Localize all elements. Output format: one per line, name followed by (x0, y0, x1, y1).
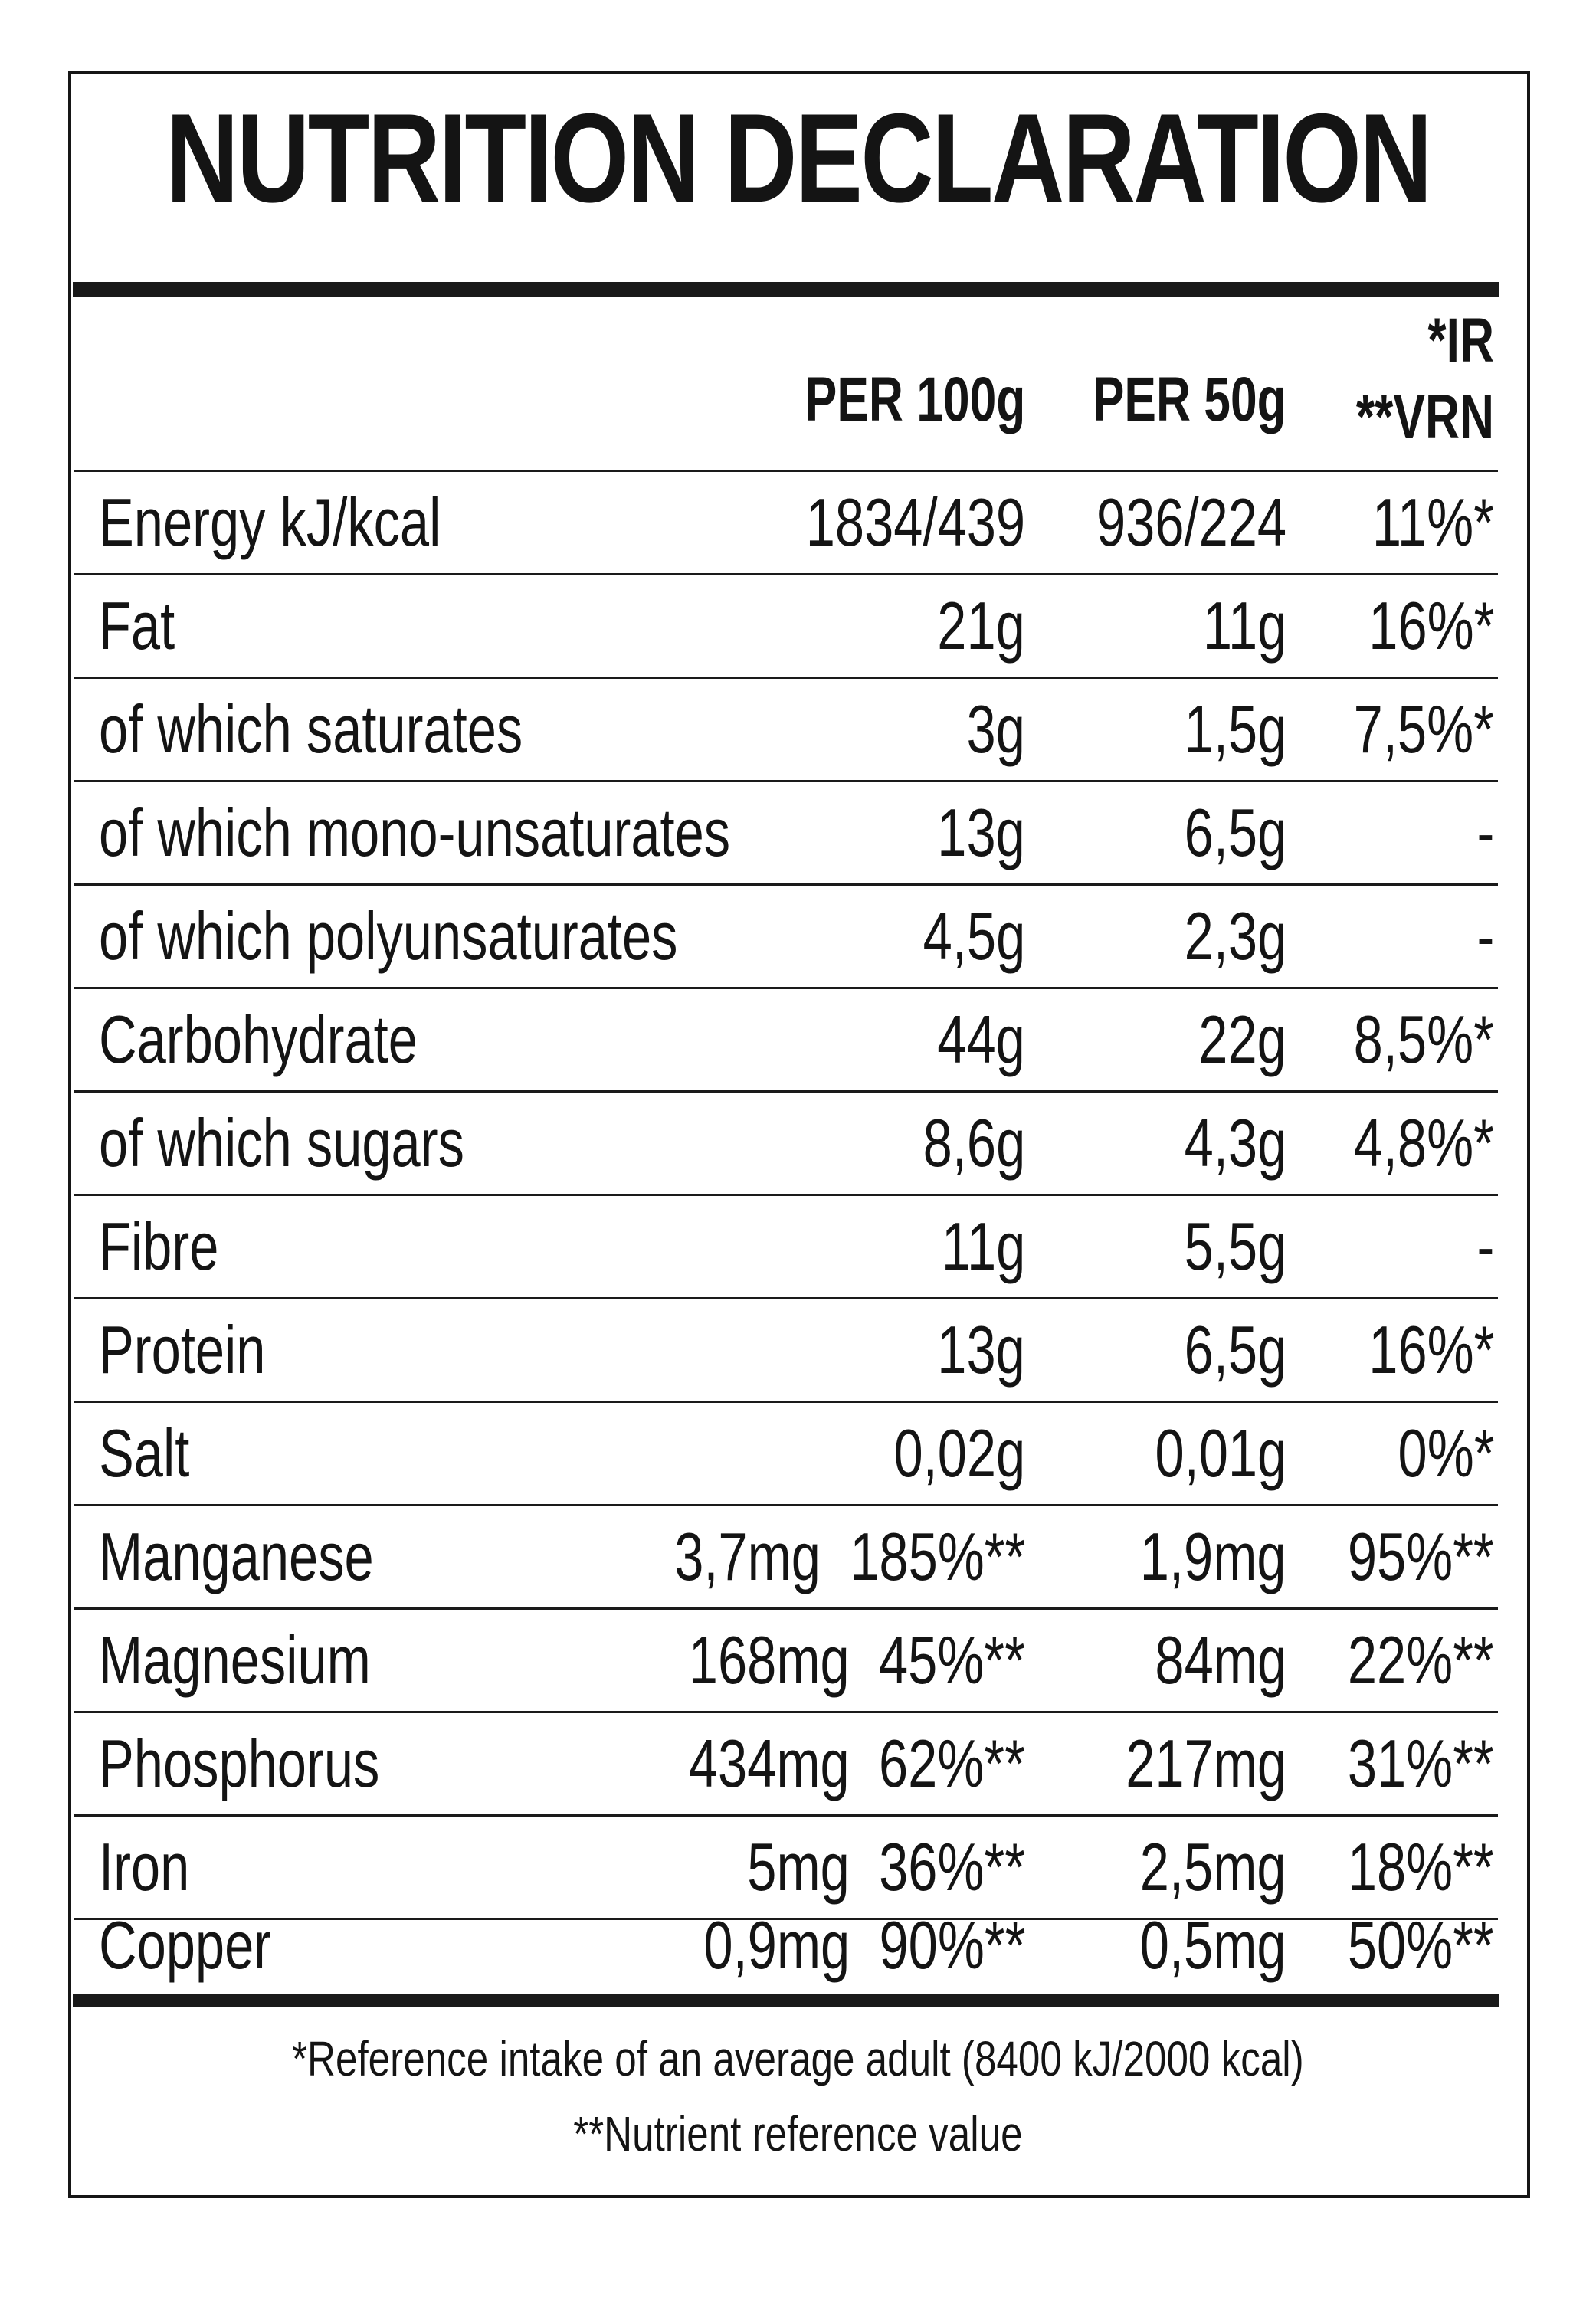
column-header-ir-line2: **VRN (1355, 382, 1494, 452)
reference-intake-value: 7,5%* (1353, 691, 1494, 767)
column-header-per-50g: PER 50g (1093, 365, 1286, 434)
nutrient-label: of which sugars (99, 1105, 464, 1181)
reference-intake-value: - (1476, 898, 1494, 974)
reference-intake-value: 0%* (1398, 1415, 1494, 1491)
nutrient-label: of which saturates (99, 691, 523, 767)
nutrient-label: Fat (99, 588, 175, 664)
per-100g-value: 13g (937, 1312, 1025, 1388)
per-50g-value: 0,01g (1155, 1415, 1286, 1491)
nutrient-label: Carbohydrate (99, 1001, 418, 1077)
table-row: Protein 13g 6,5g 16%* (74, 1299, 1498, 1403)
per-100g-value: 21g (937, 588, 1025, 664)
nutrient-label: Iron (99, 1829, 190, 1905)
nutrient-label: Salt (99, 1415, 190, 1491)
footnote-reference-intake: *Reference intake of an average adult (8… (292, 2031, 1304, 2086)
table-row: of which sugars 8,6g 4,3g 4,8%* (74, 1093, 1498, 1196)
per-100g-value: 0,02g (893, 1415, 1025, 1491)
bottom-divider-bar (73, 1994, 1499, 2007)
per-100g-value: 11g (941, 1208, 1025, 1284)
per-50g-value: 217mg (1126, 1725, 1286, 1801)
per-100g-value: 3,7mg 185%** (673, 1519, 1025, 1594)
nutrient-label: Protein (99, 1312, 266, 1388)
reference-intake-value: 4,8%* (1353, 1105, 1494, 1181)
table-row: Energy kJ/kcal 1834/439 936/224 11%* (74, 472, 1498, 575)
reference-intake-value: 11%* (1372, 484, 1494, 560)
table-row: of which polyunsaturates 4,5g 2,3g - (74, 886, 1498, 989)
reference-intake-value: 50%** (1348, 1907, 1494, 1983)
table-row: Salt 0,02g 0,01g 0%* (74, 1403, 1498, 1506)
per-50g-value: 4,3g (1184, 1105, 1286, 1181)
table-row: Carbohydrate 44g 22g 8,5%* (74, 989, 1498, 1093)
per-100g-value: 3g (966, 691, 1025, 767)
per-100g-value: 8,6g (923, 1105, 1025, 1181)
table-row: Phosphorus 434mg 62%** 217mg 31%** (74, 1713, 1498, 1817)
nutrient-label: of which polyunsaturates (99, 898, 678, 974)
per-100g-value: 168mg 45%** (689, 1622, 1025, 1698)
table-row: of which saturates 3g 1,5g 7,5%* (74, 679, 1498, 782)
reference-intake-value: - (1476, 1208, 1494, 1284)
page-title: NUTRITION DECLARATION (165, 87, 1432, 228)
per-100g-value: 0,9mg 90%** (703, 1907, 1025, 1983)
per-50g-value: 1,9mg (1140, 1519, 1286, 1594)
per-100g-value: 5mg 36%** (747, 1829, 1025, 1905)
nutrient-label: Phosphorus (99, 1725, 380, 1801)
table-row: Iron 5mg 36%** 2,5mg 18%** (74, 1817, 1498, 1920)
per-100g-value: 1834/439 (805, 484, 1025, 560)
per-50g-value: 0,5mg (1140, 1907, 1286, 1983)
table-row: Magnesium 168mg 45%** 84mg 22%** (74, 1610, 1498, 1713)
footnote-nutrient-reference: **Nutrient reference value (573, 2106, 1023, 2161)
column-header-ir-line1: *IR (1427, 306, 1494, 375)
per-50g-value: 84mg (1155, 1622, 1286, 1698)
per-50g-value: 6,5g (1184, 795, 1286, 870)
nutrient-label: Copper (99, 1907, 272, 1983)
per-100g-value: 4,5g (923, 898, 1025, 974)
per-100g-value: 13g (937, 795, 1025, 870)
reference-intake-value: - (1476, 795, 1494, 870)
column-header-ir-vrn: *IR **VRN (1313, 303, 1494, 456)
reference-intake-value: 16%* (1368, 1312, 1494, 1388)
per-50g-value: 2,5mg (1140, 1829, 1286, 1905)
reference-intake-value: 16%* (1368, 588, 1494, 664)
nutrient-label: Energy kJ/kcal (99, 484, 441, 560)
per-100g-value: 434mg 62%** (689, 1725, 1025, 1801)
per-50g-value: 22g (1198, 1001, 1286, 1077)
per-50g-value: 1,5g (1184, 691, 1286, 767)
per-50g-value: 2,3g (1184, 898, 1286, 974)
reference-intake-value: 31%** (1348, 1725, 1494, 1801)
per-50g-value: 6,5g (1184, 1312, 1286, 1388)
table-row: Fat 21g 11g 16%* (74, 575, 1498, 679)
header-separator-line (74, 470, 1498, 472)
per-50g-value: 11g (1202, 588, 1286, 664)
top-divider-bar (73, 282, 1499, 297)
nutrient-label: of which mono-unsaturates (99, 795, 731, 870)
label-border-frame (68, 71, 1530, 2198)
nutrient-label: Manganese (99, 1519, 374, 1594)
per-100g-value: 44g (937, 1001, 1025, 1077)
reference-intake-value: 8,5%* (1353, 1001, 1494, 1077)
per-50g-value: 5,5g (1184, 1208, 1286, 1284)
table-row: Manganese 3,7mg 185%** 1,9mg 95%** (74, 1506, 1498, 1610)
column-header-per-100g: PER 100g (805, 365, 1025, 434)
nutrient-label: Magnesium (99, 1622, 371, 1698)
reference-intake-value: 22%** (1348, 1622, 1494, 1698)
reference-intake-value: 18%** (1348, 1829, 1494, 1905)
reference-intake-value: 95%** (1348, 1519, 1494, 1594)
table-row: Fibre 11g 5,5g - (74, 1196, 1498, 1299)
table-row: of which mono-unsaturates 13g 6,5g - (74, 782, 1498, 886)
per-50g-value: 936/224 (1096, 484, 1286, 560)
nutrient-label: Fibre (99, 1208, 219, 1284)
table-row: Copper 0,9mg 90%** 0,5mg 50%** (74, 1895, 1498, 1996)
